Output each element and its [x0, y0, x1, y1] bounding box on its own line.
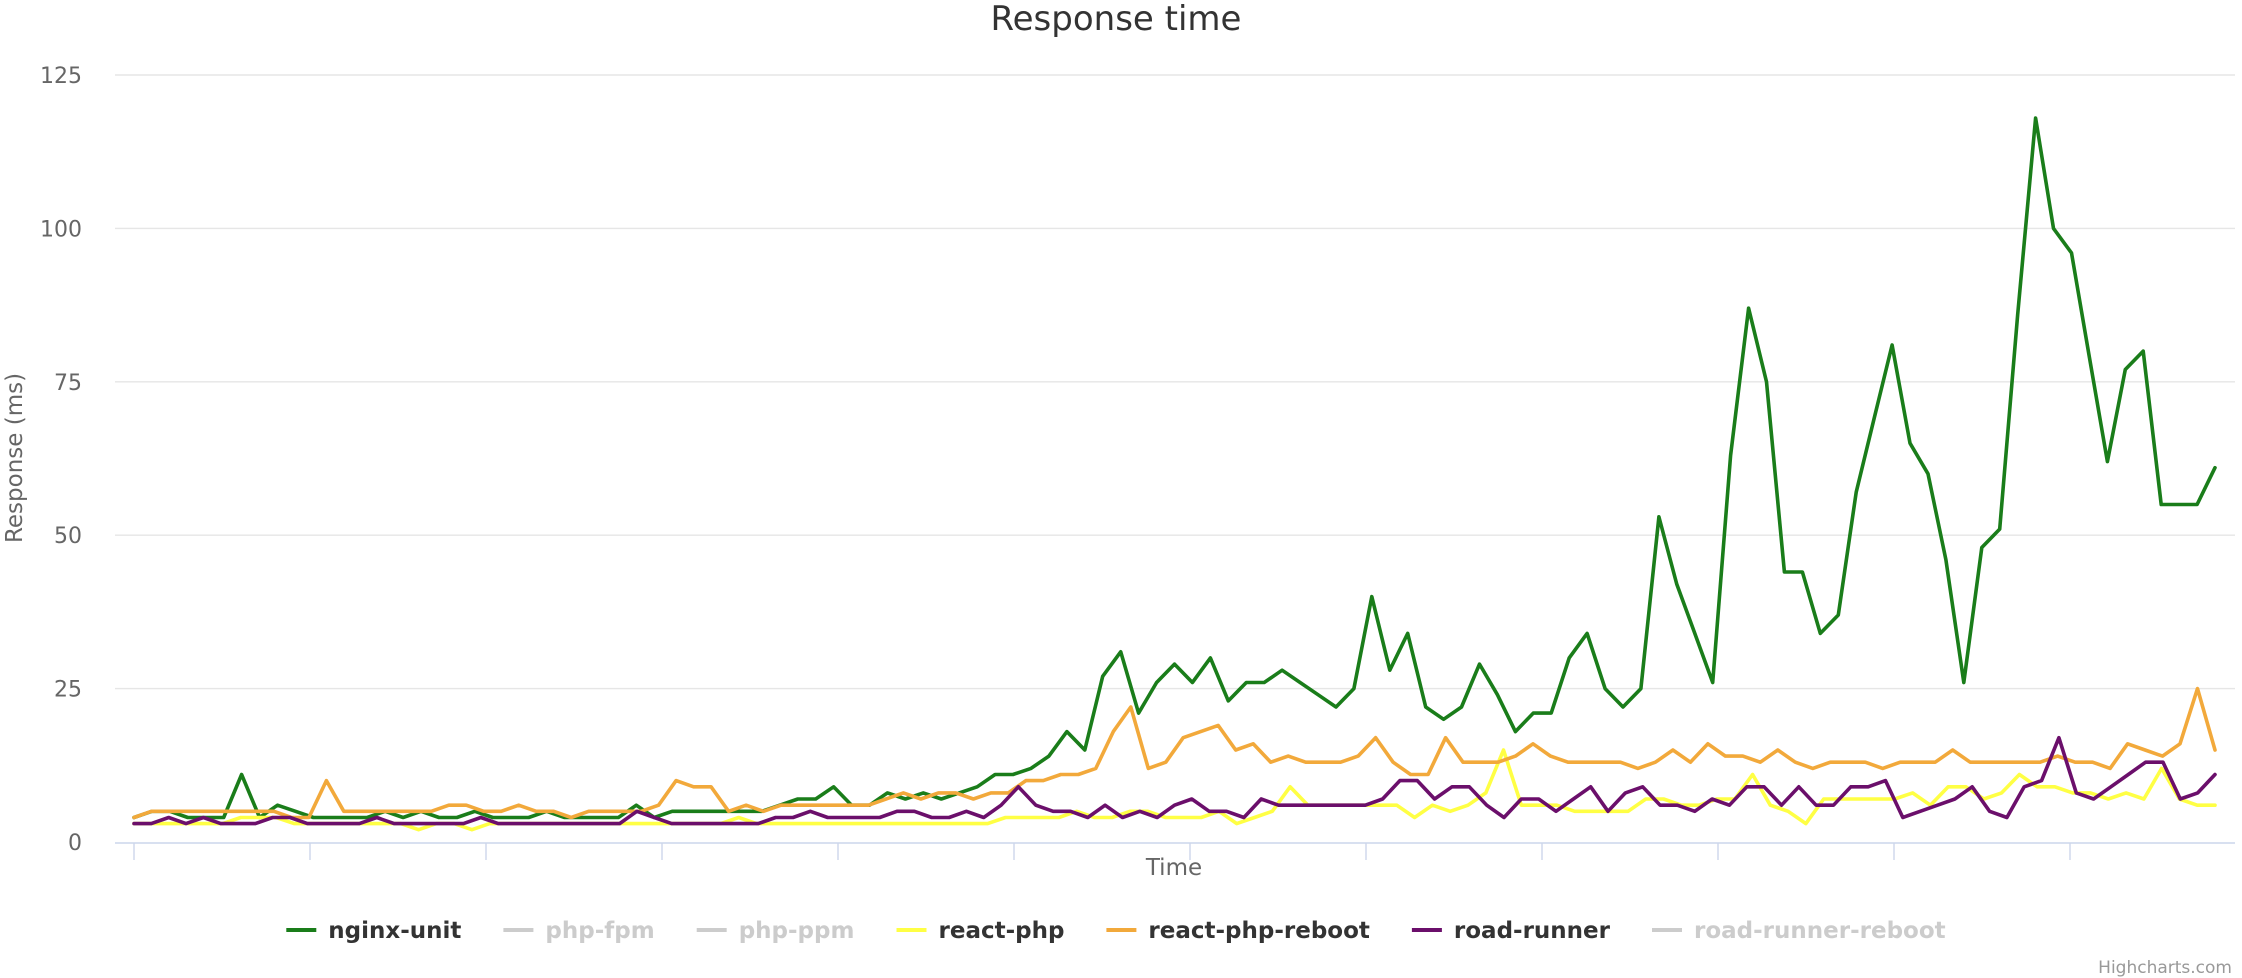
y-tick-label-100: 100: [40, 217, 82, 242]
y-tick-label-0: 0: [68, 831, 82, 856]
legend: nginx-unit php-fpm php-ppm react-php react-p…: [286, 918, 1946, 944]
grid-layer: [115, 74, 2235, 690]
legend-item-php-fpm[interactable]: php-fpm: [503, 918, 655, 944]
legend-item-react-php-reboot[interactable]: react-php-reboot: [1106, 918, 1370, 944]
legend-label-php-fpm: php-fpm: [545, 918, 654, 944]
y-tick-label-50: 50: [54, 524, 82, 549]
legend-item-php-ppm[interactable]: php-ppm: [696, 918, 855, 944]
y-tick-label-75: 75: [54, 371, 82, 396]
series-line-nginx-unit[interactable]: [132, 116, 2217, 820]
series-line-road-runner[interactable]: [132, 735, 2217, 826]
legend-item-react-php[interactable]: react-php: [896, 918, 1065, 944]
legend-label-road-runner-reboot: road-runner-reboot: [1694, 918, 1946, 944]
series-line-react-php[interactable]: [132, 748, 2217, 832]
y-axis-title: Response (ms): [2, 373, 28, 543]
chart-title: Response time: [991, 0, 1242, 39]
legend-label-react-php-reboot: react-php-reboot: [1148, 918, 1370, 944]
legend-item-road-runner[interactable]: road-runner: [1411, 918, 1611, 944]
legend-label-php-ppm: php-ppm: [739, 918, 855, 944]
y-tick-label-125: 125: [40, 64, 82, 89]
legend-label-nginx-unit: nginx-unit: [328, 918, 461, 944]
legend-label-road-runner: road-runner: [1454, 918, 1611, 944]
legend-label-react-php: react-php: [939, 918, 1065, 944]
legend-item-nginx-unit[interactable]: nginx-unit: [286, 918, 461, 944]
y-tick-label-25: 25: [54, 678, 82, 703]
x-axis-title: Time: [1145, 855, 1202, 881]
series-line-react-php-reboot[interactable]: [132, 686, 2217, 820]
axis-layer: 0 25 50 75 100 125: [40, 64, 2235, 860]
credits-link[interactable]: Highcharts.com: [2098, 958, 2232, 978]
legend-item-road-runner-reboot[interactable]: road-runner-reboot: [1652, 918, 1946, 944]
series-layer: [132, 116, 2217, 832]
